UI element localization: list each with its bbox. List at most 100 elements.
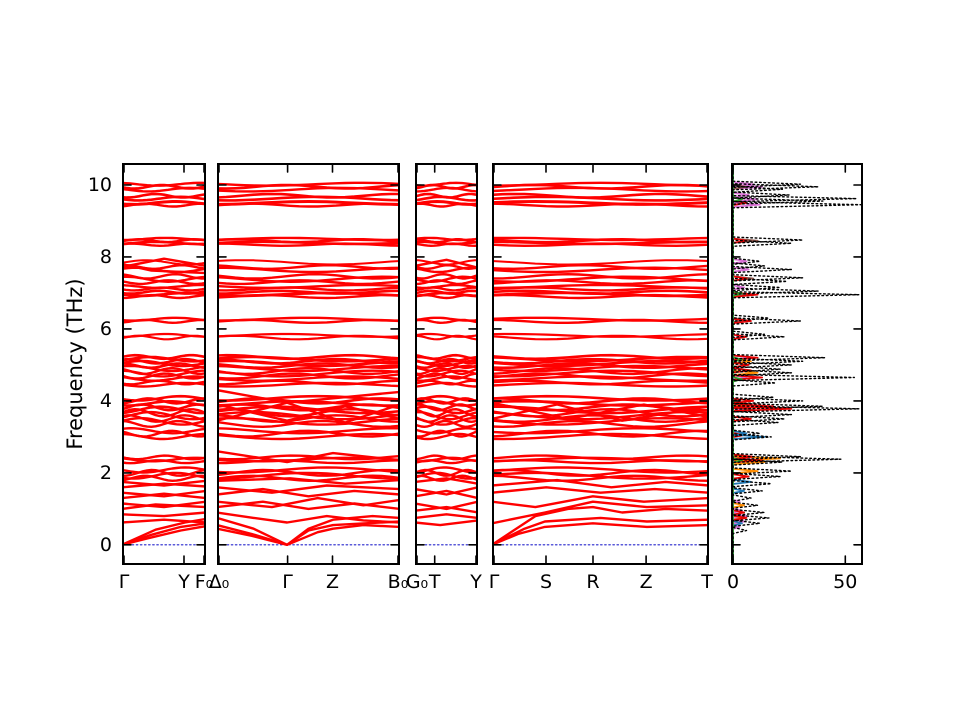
phonon-band — [415, 186, 478, 193]
phonon-band — [492, 279, 709, 286]
phonon-band — [492, 381, 709, 388]
y-tick-label: 4 — [99, 389, 112, 412]
phonon-band — [217, 468, 400, 477]
phonon-band — [492, 318, 709, 325]
phonon-band-dispersive — [217, 388, 400, 404]
phonon-band — [217, 375, 400, 382]
phonon-band-dispersive — [415, 500, 478, 511]
phonon-band-dispersive — [122, 524, 206, 546]
phonon-band — [122, 279, 206, 286]
phonon-band — [122, 432, 206, 441]
phonon-band — [492, 202, 709, 208]
phonon-band-dispersive — [492, 403, 709, 422]
phonon-band — [217, 419, 400, 428]
dos-panel-canvas — [731, 163, 863, 565]
phonon-band — [492, 372, 709, 380]
phonon-band-dispersive — [492, 495, 709, 509]
phonon-band-dispersive — [217, 523, 400, 546]
phonon-band — [122, 318, 206, 325]
phonon-band — [415, 471, 478, 480]
phonon-band-dispersive — [492, 500, 709, 525]
phonon-band-dispersive — [122, 489, 206, 498]
phonon-band — [217, 259, 400, 266]
phonon-band — [415, 468, 478, 477]
phonon-band — [122, 286, 206, 292]
phonon-band — [492, 316, 709, 322]
phonon-band-dispersive — [122, 492, 206, 500]
band-panel-3 — [415, 163, 478, 565]
y-tick-label: 6 — [99, 317, 112, 340]
phonon-band-dispersive — [492, 505, 709, 546]
phonon-band — [217, 364, 400, 373]
x-tick-label: F₀ — [194, 571, 214, 593]
x-tick-label: B₀ — [387, 571, 409, 593]
phonon-band — [122, 410, 206, 421]
phonon-band — [122, 381, 206, 388]
phonon-band — [217, 283, 400, 290]
phonon-band-dispersive — [415, 489, 478, 500]
phonon-band-dispersive — [415, 505, 478, 514]
phonon-band — [122, 468, 206, 477]
phonon-band — [122, 407, 206, 418]
phonon-band — [217, 459, 400, 465]
phonon-band — [217, 242, 400, 248]
phonon-band — [415, 266, 478, 274]
phonon-band — [415, 419, 478, 428]
x-tick-label: Y — [178, 571, 190, 593]
phonon-band-dispersive — [217, 450, 400, 464]
panel-frame — [415, 163, 478, 565]
phonon-band-dispersive — [122, 262, 206, 275]
phonon-band — [217, 286, 400, 292]
phonon-band — [122, 405, 206, 415]
phonon-band — [492, 399, 709, 407]
phonon-band — [217, 318, 400, 325]
phonon-band — [217, 334, 400, 341]
phonon-band-dispersive — [217, 514, 400, 546]
phonon-band — [415, 195, 478, 202]
phonon-band — [492, 195, 709, 202]
phonon-band — [122, 195, 206, 202]
phonon-band — [217, 186, 400, 193]
total-dos-curve — [732, 163, 862, 565]
phonon-band — [492, 186, 709, 193]
x-tick-label: 0 — [726, 571, 740, 593]
phonon-band — [122, 403, 206, 412]
y-tick-label: 10 — [87, 173, 112, 196]
phonon-band-dispersive — [492, 516, 709, 546]
panel-frame — [731, 163, 863, 565]
phonon-band — [122, 293, 206, 300]
y-tick-label: 8 — [99, 245, 112, 268]
phonon-band — [492, 286, 709, 292]
phonon-band — [415, 355, 478, 363]
y-axis-title: Frequency (THz) — [63, 278, 87, 450]
band-panel-3-canvas — [415, 163, 478, 565]
phonon-band — [217, 266, 400, 274]
phonon-band-dispersive — [415, 258, 478, 269]
phonon-band — [217, 427, 400, 435]
phonon-band — [415, 275, 478, 284]
band-panel-1-canvas — [122, 163, 206, 565]
panel-frame — [122, 163, 206, 565]
y-tick-label: 2 — [99, 461, 112, 484]
band-panel-1 — [122, 163, 206, 565]
phonon-band — [122, 369, 206, 378]
x-tick-label: Z — [325, 571, 339, 593]
phonon-band — [122, 186, 206, 193]
phonon-band-dispersive — [217, 484, 400, 494]
x-tick-label: Γ — [118, 571, 130, 593]
phonon-band — [415, 410, 478, 421]
phonon-band — [492, 432, 709, 441]
phonon-band — [492, 459, 709, 465]
x-tick-label: Γ — [488, 571, 500, 593]
phonon-band — [217, 279, 400, 286]
phonon-band — [122, 466, 206, 474]
phonon-band-dispersive — [415, 519, 478, 527]
phonon-band-dispersive — [492, 478, 709, 489]
phonon-band-dispersive — [122, 257, 206, 269]
panel-frame — [492, 163, 709, 565]
dos-panel — [731, 163, 863, 565]
phonon-band — [122, 291, 206, 298]
phonon-band-dispersive — [492, 486, 709, 494]
phonon-band — [415, 459, 478, 465]
phonon-band — [415, 318, 478, 325]
